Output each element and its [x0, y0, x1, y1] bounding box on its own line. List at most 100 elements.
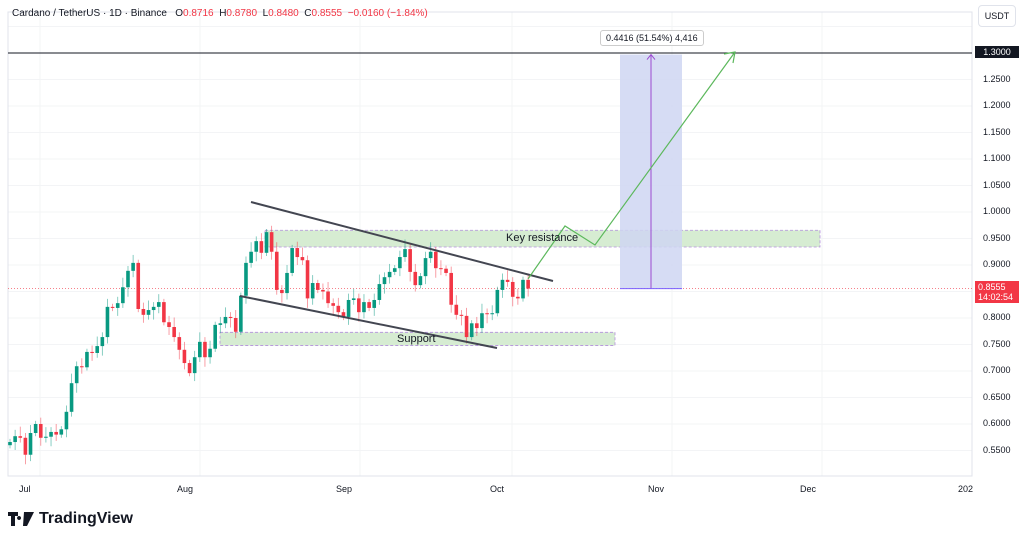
candle[interactable] [249, 242, 253, 268]
candle[interactable] [121, 277, 125, 308]
candle[interactable] [208, 340, 212, 364]
tradingview-logo[interactable]: TradingView [8, 510, 133, 528]
candle[interactable] [469, 320, 474, 341]
candle[interactable] [444, 265, 448, 277]
candle[interactable] [285, 265, 289, 300]
candle[interactable] [367, 298, 371, 312]
candle[interactable] [18, 426, 23, 443]
candle[interactable] [146, 300, 151, 320]
candle[interactable] [54, 424, 58, 441]
candle[interactable] [162, 298, 166, 326]
candle[interactable] [218, 316, 223, 333]
candle[interactable] [213, 321, 217, 352]
candle[interactable] [203, 337, 207, 367]
candle[interactable] [136, 259, 141, 313]
candle[interactable] [377, 274, 382, 305]
candle[interactable] [90, 345, 94, 361]
candle[interactable] [485, 308, 489, 324]
candle[interactable] [295, 241, 300, 265]
candle[interactable] [192, 350, 197, 382]
candle[interactable] [115, 296, 120, 316]
candle[interactable] [244, 256, 248, 304]
candle[interactable] [526, 273, 530, 297]
candle[interactable] [156, 294, 161, 314]
candle[interactable] [439, 260, 443, 276]
currency-button[interactable]: USDT [978, 5, 1016, 27]
candle[interactable] [398, 250, 402, 277]
candle[interactable] [49, 427, 53, 447]
candle[interactable] [428, 242, 433, 263]
candle[interactable] [239, 292, 243, 335]
candle[interactable] [500, 273, 505, 298]
candle[interactable] [290, 244, 294, 277]
candle[interactable] [33, 420, 38, 437]
candle[interactable] [259, 233, 264, 260]
candle[interactable] [223, 307, 228, 329]
candle[interactable] [351, 288, 356, 305]
candle[interactable] [187, 359, 192, 377]
candle[interactable] [300, 247, 305, 265]
candle[interactable] [454, 295, 459, 320]
candle[interactable] [80, 358, 84, 374]
candle[interactable] [331, 298, 335, 316]
candle[interactable] [316, 279, 320, 294]
channel-upper-line[interactable] [250, 201, 554, 282]
candle[interactable] [449, 266, 453, 313]
candle[interactable] [264, 228, 269, 256]
candle[interactable] [105, 298, 110, 344]
candle[interactable] [423, 251, 428, 285]
candle[interactable] [310, 275, 315, 305]
candle[interactable] [495, 286, 500, 317]
candle[interactable] [382, 272, 387, 294]
candle[interactable] [418, 272, 423, 289]
candle[interactable] [408, 244, 412, 282]
candle[interactable] [510, 277, 515, 307]
projection-path[interactable] [527, 51, 736, 280]
candle[interactable] [28, 425, 33, 462]
candle[interactable] [372, 293, 377, 316]
candle[interactable] [459, 310, 464, 326]
candle[interactable] [13, 429, 17, 450]
candle[interactable] [274, 242, 279, 295]
candle[interactable] [85, 348, 89, 371]
candle[interactable] [280, 285, 284, 303]
candle[interactable] [141, 302, 146, 323]
candle[interactable] [392, 265, 397, 276]
candle[interactable] [44, 427, 48, 443]
candle[interactable] [516, 288, 520, 305]
candle[interactable] [198, 332, 202, 362]
candle[interactable] [228, 312, 233, 328]
candle[interactable] [387, 263, 392, 284]
candle[interactable] [126, 266, 130, 297]
candle[interactable] [110, 303, 115, 312]
channel-lower-line[interactable] [239, 295, 498, 349]
candle[interactable] [269, 225, 274, 260]
candle[interactable] [433, 246, 438, 278]
candle[interactable] [100, 332, 105, 356]
candle[interactable] [233, 310, 238, 339]
candle[interactable] [177, 332, 182, 360]
candle[interactable] [95, 336, 100, 358]
candle[interactable] [254, 236, 259, 262]
candle[interactable] [341, 308, 346, 321]
candle[interactable] [357, 293, 361, 322]
candle[interactable] [172, 317, 176, 342]
candle[interactable] [131, 254, 135, 278]
candle[interactable] [346, 293, 351, 325]
candle[interactable] [321, 283, 325, 300]
candle[interactable] [64, 405, 69, 438]
candle[interactable] [59, 426, 64, 438]
candle[interactable] [23, 433, 28, 465]
candle[interactable] [38, 417, 43, 446]
candle[interactable] [69, 373, 74, 417]
candle[interactable] [480, 303, 484, 333]
candle[interactable] [464, 307, 469, 344]
candle[interactable] [182, 341, 187, 370]
candle[interactable] [490, 305, 495, 321]
candle[interactable] [167, 315, 171, 335]
candle[interactable] [475, 316, 479, 337]
candle[interactable] [8, 438, 12, 449]
candle[interactable] [326, 281, 330, 308]
candle[interactable] [413, 263, 418, 292]
